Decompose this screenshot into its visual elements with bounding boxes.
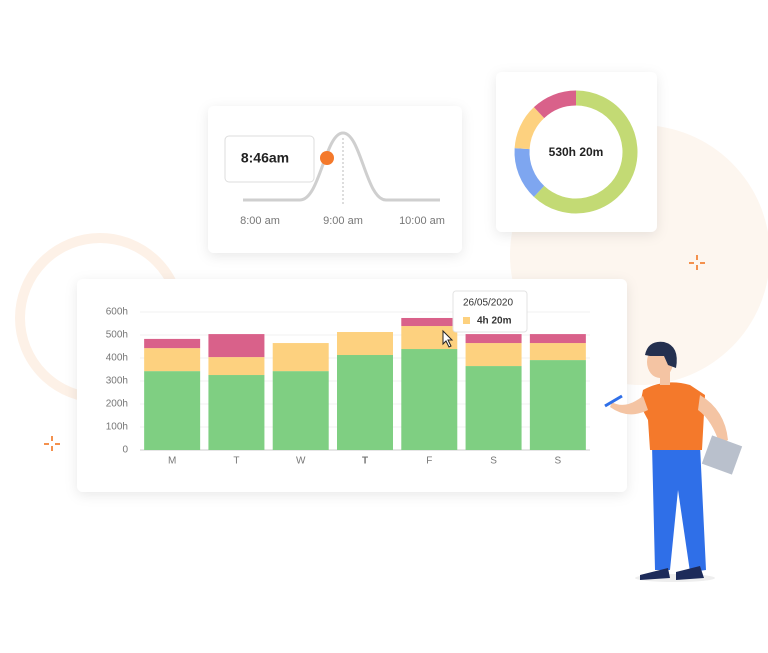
bar-segment bbox=[401, 317, 458, 327]
donut-segment bbox=[514, 148, 545, 197]
bar-segment bbox=[465, 366, 522, 450]
y-tick-label: 200h bbox=[106, 399, 128, 410]
x-tick-label: M bbox=[168, 456, 176, 467]
bar-segment bbox=[144, 371, 201, 450]
y-tick-label: 0 bbox=[122, 445, 128, 456]
time-tick-label: 9:00 am bbox=[323, 215, 363, 227]
donut-segment bbox=[533, 90, 638, 214]
x-tick-label: T bbox=[233, 456, 239, 467]
time-tick-label: 8:00 am bbox=[240, 215, 280, 227]
bar-segment bbox=[272, 343, 329, 372]
bar-segment bbox=[337, 332, 393, 356]
bar-segment bbox=[208, 375, 265, 450]
bar-segment bbox=[529, 334, 586, 344]
time-tick-label: 10:00 am bbox=[399, 215, 445, 227]
x-tick-label: S bbox=[490, 456, 497, 467]
tooltip-date: 26/05/2020 bbox=[463, 298, 513, 309]
y-tick-label: 300h bbox=[106, 376, 128, 387]
tooltip-value: 4h 20m bbox=[477, 316, 512, 327]
cursor bbox=[442, 329, 454, 348]
bar-segment bbox=[465, 343, 522, 367]
donut-segment bbox=[533, 90, 577, 119]
bar-segment bbox=[401, 349, 458, 450]
donut bbox=[514, 90, 638, 214]
y-tick-label: 500h bbox=[106, 330, 128, 341]
x-tick-label: W bbox=[296, 456, 306, 467]
donut-segment bbox=[514, 107, 545, 150]
sparkle bbox=[44, 255, 705, 451]
bar-segment bbox=[272, 371, 329, 450]
tooltip bbox=[452, 290, 528, 333]
bar-segment bbox=[337, 355, 393, 450]
time-box bbox=[224, 135, 315, 183]
donut-center-label: 530h 20m bbox=[549, 145, 604, 159]
y-tick-label: 100h bbox=[106, 422, 128, 433]
bar-segment bbox=[529, 343, 586, 361]
curve bbox=[243, 131, 440, 202]
time-label: 8:46am bbox=[241, 150, 289, 166]
tooltip-swatch bbox=[463, 317, 470, 324]
bar-segment bbox=[144, 348, 201, 372]
bar-segment bbox=[465, 334, 522, 344]
x-tick-label: T bbox=[362, 456, 368, 467]
bar-segment bbox=[208, 357, 265, 376]
bar-segment bbox=[208, 334, 265, 358]
x-tick-label: F bbox=[426, 456, 432, 467]
y-tick-label: 400h bbox=[106, 353, 128, 364]
time-dot bbox=[320, 151, 334, 165]
person bbox=[604, 341, 743, 582]
bar-segment bbox=[529, 360, 586, 450]
y-tick-label: 600h bbox=[106, 307, 128, 318]
x-tick-label: S bbox=[555, 456, 562, 467]
bar-chart: 0 100h 200h 300h 400h 500h 600h M T W T F S S bbox=[106, 307, 590, 467]
bar-segment bbox=[144, 338, 201, 349]
